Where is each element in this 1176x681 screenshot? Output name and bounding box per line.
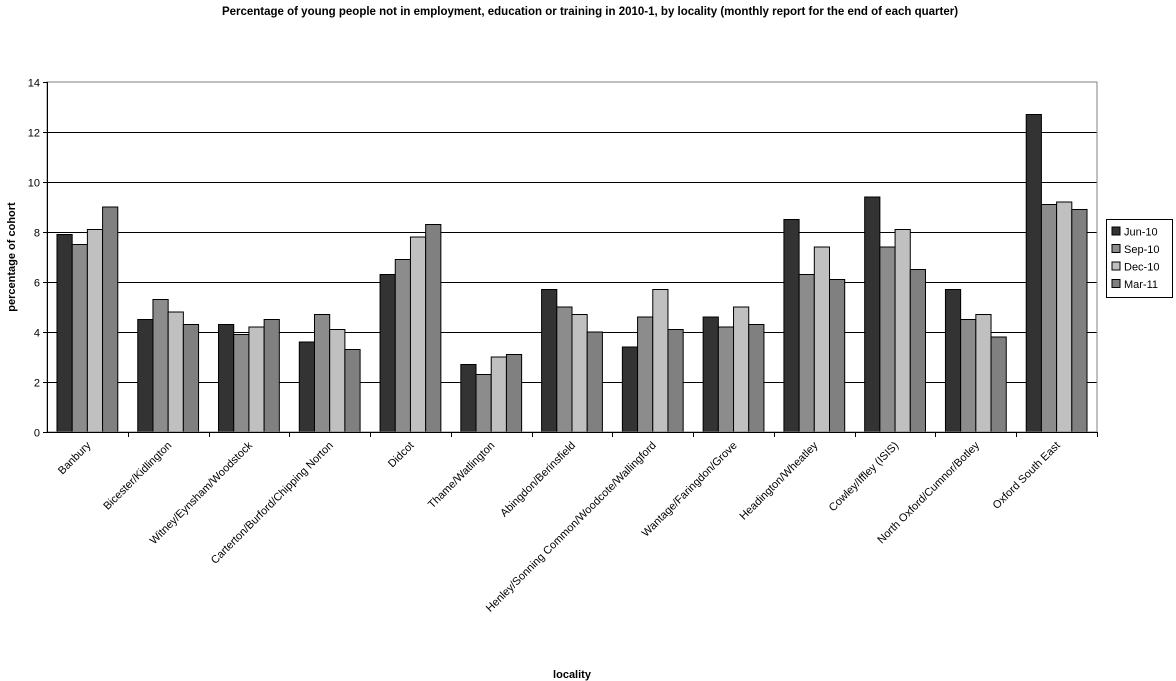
- bar-mar-11: [182, 324, 200, 433]
- bar-sep-10: [152, 299, 169, 433]
- y-tick-label: 8: [34, 228, 40, 240]
- bar-dec-10: [733, 306, 750, 433]
- y-tick-label: 14: [28, 78, 40, 90]
- bar-jun-10: [783, 219, 800, 433]
- bar-dec-10: [894, 229, 911, 433]
- y-axis-title: percentage of cohort: [6, 202, 18, 312]
- bar-sep-10: [233, 334, 250, 433]
- x-tick-label: Wantage/Faringdon/Grove: [640, 440, 740, 540]
- bar-mar-11: [505, 354, 523, 433]
- bar-mar-11: [263, 319, 280, 433]
- bar-jun-10: [298, 341, 315, 433]
- bar-sep-10: [960, 319, 977, 433]
- bar-sep-10: [798, 274, 815, 433]
- legend-label: Sep-10: [1124, 244, 1159, 256]
- bar-mar-11: [102, 206, 119, 433]
- bar-jun-10: [379, 274, 396, 433]
- y-tick-label: 4: [34, 328, 40, 340]
- legend: Jun-10 Sep-10 Dec-10 Mar-11: [1106, 219, 1173, 298]
- bar-jun-10: [702, 316, 719, 433]
- bar-sep-10: [475, 374, 492, 433]
- legend-swatch: [1111, 226, 1121, 236]
- bar-dec-10: [167, 311, 184, 433]
- bar-dec-10: [975, 314, 992, 433]
- bar-mar-11: [748, 324, 765, 433]
- x-axis-title: locality: [553, 669, 592, 681]
- axes: [43, 81, 1098, 437]
- bar-jun-10: [541, 289, 558, 433]
- bar-mar-11: [667, 329, 684, 433]
- x-tick-label: Cowley/Iffley (ISIS): [827, 440, 901, 514]
- bar-mar-11: [1071, 209, 1088, 433]
- bar-dec-10: [409, 236, 427, 433]
- x-tick-label: Banbury: [56, 439, 94, 477]
- bars: [56, 114, 1088, 433]
- x-tick-label: Headington/Wheatley: [738, 439, 821, 522]
- bar-dec-10: [329, 329, 346, 433]
- bar-dec-10: [490, 356, 507, 433]
- bar-dec-10: [248, 326, 265, 433]
- y-tick-label: 2: [34, 378, 40, 390]
- bar-jun-10: [1025, 114, 1042, 433]
- bar-jun-10: [218, 324, 235, 433]
- legend-swatch: [1111, 261, 1121, 271]
- bar-sep-10: [717, 326, 735, 433]
- bar-sep-10: [1040, 204, 1058, 433]
- y-tick-label: 12: [28, 128, 40, 140]
- y-tick-label: 10: [28, 178, 40, 190]
- x-tick-label: Thame/Watlington: [426, 440, 497, 511]
- bar-mar-11: [829, 279, 846, 433]
- bar-sep-10: [71, 244, 88, 433]
- bar-sep-10: [879, 246, 896, 433]
- legend-swatch: [1111, 279, 1121, 288]
- x-tick-label: Abingdon/Berinsfield: [498, 440, 578, 520]
- bar-dec-10: [571, 314, 588, 433]
- bar-sep-10: [556, 306, 573, 433]
- legend-label: Dec-10: [1124, 262, 1159, 274]
- bar-dec-10: [813, 246, 831, 433]
- bar-jun-10: [621, 346, 639, 433]
- bar-jun-10: [944, 289, 962, 433]
- bar-mar-11: [909, 269, 926, 433]
- bar-jun-10: [864, 196, 881, 433]
- bar-mar-11: [344, 349, 361, 433]
- bar-sep-10: [394, 259, 411, 433]
- x-tick-label: Didcot: [386, 440, 417, 471]
- chart-title: Percentage of young people not in employ…: [221, 6, 959, 18]
- bar-jun-10: [56, 234, 73, 433]
- x-tick-label: Oxford South East: [991, 440, 1063, 512]
- y-tick-label: 6: [34, 278, 40, 290]
- x-tick-label: Bicester/Kidlington: [101, 440, 174, 513]
- bar-dec-10: [652, 289, 669, 433]
- legend-label: Mar-11: [1124, 279, 1158, 291]
- bar-dec-10: [1056, 201, 1073, 433]
- bar-dec-10: [86, 229, 104, 433]
- bar-mar-11: [990, 336, 1007, 433]
- legend-swatch: [1111, 244, 1121, 253]
- bar-mar-11: [586, 331, 603, 433]
- y-tick-label: 0: [34, 428, 40, 440]
- bar-jun-10: [460, 364, 477, 433]
- bar-jun-10: [137, 319, 154, 433]
- x-tick-label: Henley/Sonning Common/Woodcote/Wallingfo…: [484, 440, 659, 615]
- bar-sep-10: [313, 314, 331, 433]
- bar-mar-11: [425, 224, 442, 433]
- legend-label: Jun-10: [1124, 227, 1158, 239]
- bar-sep-10: [637, 316, 654, 433]
